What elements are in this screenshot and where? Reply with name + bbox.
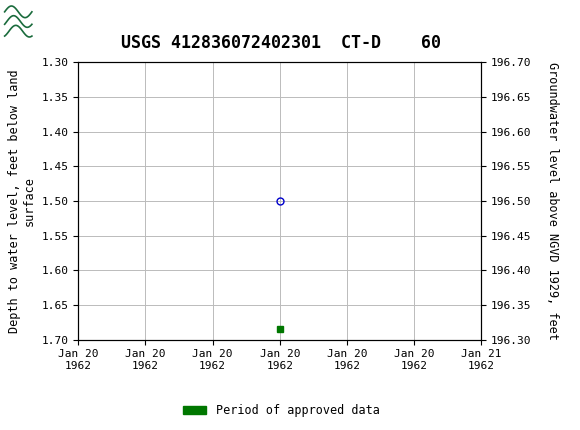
Y-axis label: Groundwater level above NGVD 1929, feet: Groundwater level above NGVD 1929, feet	[546, 62, 559, 340]
Y-axis label: Depth to water level, feet below land
surface: Depth to water level, feet below land su…	[8, 69, 36, 333]
Legend: Period of approved data: Period of approved data	[178, 399, 385, 422]
Bar	[3, 4, 58, 39]
Text: USGS: USGS	[67, 12, 122, 30]
Text: USGS 412836072402301  CT-D    60: USGS 412836072402301 CT-D 60	[121, 34, 441, 52]
